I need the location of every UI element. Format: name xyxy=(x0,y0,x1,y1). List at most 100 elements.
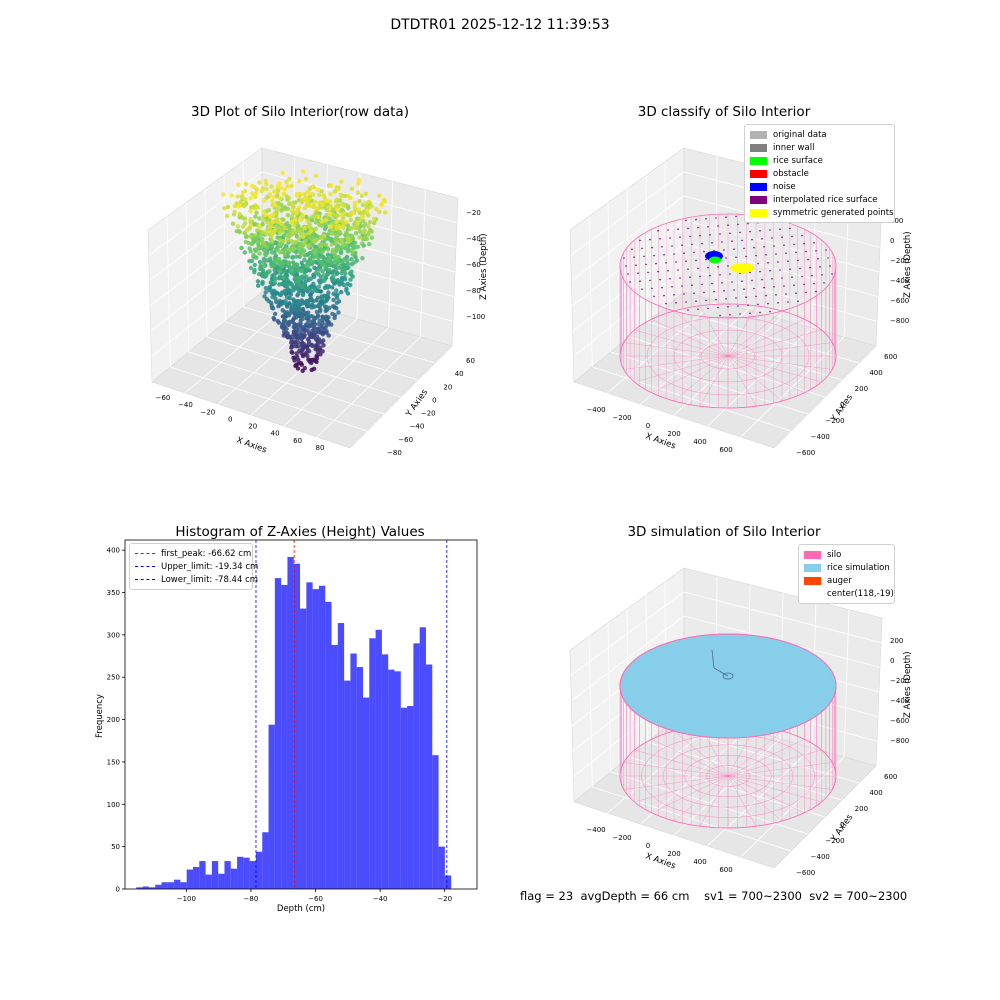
data-point xyxy=(321,338,326,343)
data-point xyxy=(253,214,258,219)
data-point xyxy=(348,217,353,223)
data-point xyxy=(282,225,287,230)
data-point xyxy=(277,230,283,235)
rice-simulation-surface xyxy=(619,633,837,739)
data-point xyxy=(321,273,327,278)
interpolated-point xyxy=(749,271,751,274)
interpolated-point xyxy=(705,299,707,302)
data-point xyxy=(261,218,266,223)
data-point xyxy=(355,244,361,249)
data-point xyxy=(277,260,282,265)
raw-3d-plot: X Axies Y Axies Z Axies (Depth) −60−40−2… xyxy=(147,147,489,457)
silo-floor-spoke xyxy=(699,355,729,407)
silo-floor-spoke xyxy=(727,355,822,383)
data-point xyxy=(290,202,295,208)
data-point xyxy=(353,231,359,236)
data-point xyxy=(313,220,318,225)
interpolated-point xyxy=(695,259,697,262)
data-point xyxy=(241,204,247,209)
data-point xyxy=(235,224,241,229)
silo-floor-spoke xyxy=(727,730,783,777)
data-point xyxy=(272,228,277,233)
simulation-z-tick-label: 200 xyxy=(890,637,903,645)
interpolated-point xyxy=(789,227,791,230)
data-point xyxy=(335,187,341,192)
data-point xyxy=(242,230,247,235)
data-point xyxy=(248,196,253,201)
data-point xyxy=(346,243,351,249)
data-point xyxy=(272,189,277,194)
legend-swatch xyxy=(135,566,155,567)
data-point xyxy=(281,191,287,197)
data-point xyxy=(243,239,249,245)
data-point xyxy=(283,298,288,304)
data-point xyxy=(344,288,349,293)
data-point xyxy=(341,211,347,216)
data-point xyxy=(313,226,318,232)
histogram-bar xyxy=(281,584,288,889)
legend-entry: first_peak: -66.62 cm xyxy=(135,547,251,560)
data-point xyxy=(287,176,292,181)
classify-z-axis-label: Z Axies (Depth) xyxy=(903,231,913,298)
silo-floor-spoke xyxy=(727,762,833,777)
silo-floor-spoke xyxy=(727,329,822,357)
data-point xyxy=(291,246,296,251)
data-point xyxy=(278,221,284,226)
data-point xyxy=(307,243,312,248)
data-point xyxy=(383,210,388,215)
data-point xyxy=(240,224,246,229)
data-point xyxy=(271,315,276,321)
data-point xyxy=(294,262,299,267)
data-point xyxy=(297,205,302,210)
interpolated-point xyxy=(723,290,725,292)
data-point xyxy=(299,244,304,249)
data-point xyxy=(292,335,297,340)
data-point xyxy=(296,236,301,241)
data-point xyxy=(325,232,331,237)
data-point xyxy=(286,311,291,317)
x-tick-label: −80 xyxy=(244,895,259,903)
interpolated-point xyxy=(791,235,793,238)
interpolated-point xyxy=(731,240,733,242)
data-point xyxy=(294,254,299,259)
data-point xyxy=(249,183,255,189)
simulation-y-tick-label: −400 xyxy=(811,853,830,861)
interpolated-point xyxy=(685,260,687,262)
data-point xyxy=(333,199,339,204)
interpolated-point xyxy=(659,238,661,240)
silo-floor-spoke xyxy=(727,775,822,803)
data-point xyxy=(229,193,234,198)
data-point xyxy=(266,298,271,304)
histogram-bar xyxy=(274,578,282,889)
interpolated-point xyxy=(727,265,729,267)
data-point xyxy=(289,282,295,287)
interpolated-point xyxy=(623,257,625,259)
data-point xyxy=(270,212,275,218)
interpolated-point xyxy=(783,285,785,287)
data-point xyxy=(264,195,269,200)
interpolated-point xyxy=(653,254,655,257)
interpolated-point xyxy=(633,256,635,258)
simulation-z-tick-label: −400 xyxy=(890,697,909,705)
legend-swatch xyxy=(804,576,821,585)
interpolated-point xyxy=(743,288,745,290)
data-point xyxy=(289,349,294,355)
silo-floor-spoke xyxy=(634,329,729,357)
interpolated-point xyxy=(801,275,803,278)
simulation-x-tick-label: 400 xyxy=(693,858,706,866)
data-point xyxy=(237,229,243,235)
sv1-value: sv1 = 700~2300 xyxy=(704,889,802,903)
grid-line xyxy=(243,306,436,364)
data-point xyxy=(369,235,375,240)
data-point xyxy=(316,214,321,220)
data-point xyxy=(312,265,317,270)
data-point xyxy=(316,321,321,327)
data-point xyxy=(252,233,257,238)
interpolated-point xyxy=(665,302,667,305)
data-point xyxy=(321,233,327,239)
histogram-bar xyxy=(369,638,376,889)
data-point xyxy=(306,301,311,306)
data-point xyxy=(341,258,347,263)
interpolated-point xyxy=(821,274,823,276)
interpolated-point xyxy=(727,224,729,226)
